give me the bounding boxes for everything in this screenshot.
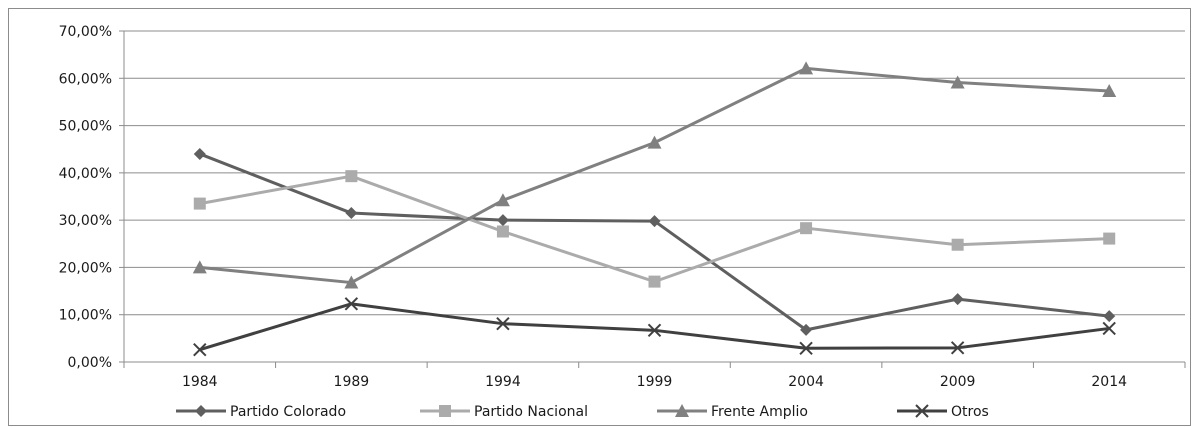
x-marker-stroke bbox=[950, 341, 965, 355]
series-line-otros bbox=[199, 302, 1110, 352]
data-point-otros bbox=[799, 341, 813, 355]
axes bbox=[119, 30, 1186, 368]
x-marker-stroke bbox=[193, 342, 207, 357]
data-point-frente-amplio bbox=[1102, 84, 1117, 98]
data-point-partido-nacional bbox=[496, 225, 509, 238]
data-point-partido-nacional bbox=[648, 275, 661, 288]
legend: Partido Colorado Partido Nacional Frente A… bbox=[176, 404, 989, 420]
legend-label: Partido Nacional bbox=[474, 404, 588, 420]
legend-label: Partido Colorado bbox=[230, 404, 346, 420]
legend-marker bbox=[675, 404, 689, 417]
data-point-partido-colorado bbox=[345, 207, 358, 220]
data-point-otros bbox=[496, 316, 510, 331]
y-axis-tick-labels: 0,00% 10,00% 20,00% 30,00% 40,00% 50,00% 60,00… bbox=[59, 24, 112, 371]
y-tick-label: 60,00% bbox=[59, 71, 112, 87]
data-point-frente-amplio bbox=[799, 61, 814, 75]
data-point-partido-nacional bbox=[800, 222, 813, 235]
y-tick-label: 40,00% bbox=[59, 166, 112, 182]
x-tick-label: 1994 bbox=[485, 374, 521, 390]
y-tick-label: 20,00% bbox=[59, 260, 112, 276]
series bbox=[192, 61, 1117, 357]
data-point-frente-amplio bbox=[344, 275, 359, 289]
data-point-frente-amplio bbox=[950, 75, 965, 89]
data-point-otros bbox=[193, 342, 207, 357]
x-marker-stroke bbox=[915, 404, 929, 418]
series-otros bbox=[193, 297, 1116, 357]
data-point-frente-amplio bbox=[647, 135, 662, 149]
y-tick-label: 70,00% bbox=[59, 24, 112, 40]
series-partido-nacional bbox=[193, 170, 1116, 288]
data-point-otros bbox=[647, 323, 662, 338]
x-tick-label: 1989 bbox=[334, 374, 370, 390]
x-marker-stroke bbox=[344, 297, 359, 311]
series-partido-colorado bbox=[193, 147, 1116, 336]
legend-marker bbox=[195, 405, 207, 417]
y-tick-label: 10,00% bbox=[59, 308, 112, 324]
data-point-partido-colorado bbox=[800, 323, 813, 336]
x-tick-label: 2009 bbox=[940, 374, 976, 390]
series-frente-amplio bbox=[192, 61, 1117, 289]
data-point-otros bbox=[1102, 321, 1116, 336]
data-point-frente-amplio bbox=[192, 260, 207, 274]
x-tick-label: 2004 bbox=[788, 374, 824, 390]
y-tick-label: 50,00% bbox=[59, 119, 112, 135]
data-point-partido-nacional bbox=[193, 197, 206, 210]
y-tick-label: 0,00% bbox=[68, 355, 112, 371]
x-marker-stroke bbox=[647, 323, 662, 338]
x-tick-label: 1999 bbox=[637, 374, 673, 390]
gridlines bbox=[124, 30, 1185, 316]
x-tick-label: 2014 bbox=[1091, 374, 1127, 390]
data-point-partido-nacional bbox=[1103, 232, 1116, 245]
data-point-frente-amplio bbox=[495, 193, 510, 207]
x-axis-tick-labels: 1984 1989 1994 1999 2004 2009 2014 bbox=[182, 374, 1127, 390]
y-tick-label: 30,00% bbox=[59, 213, 112, 229]
data-point-partido-colorado bbox=[951, 293, 964, 306]
data-point-partido-colorado bbox=[648, 215, 661, 228]
x-marker-stroke bbox=[1102, 321, 1116, 336]
legend-label: Otros bbox=[951, 404, 989, 420]
data-point-partido-nacional bbox=[345, 170, 358, 183]
x-marker-stroke bbox=[799, 341, 813, 355]
x-marker-stroke bbox=[496, 316, 510, 331]
data-point-partido-colorado bbox=[496, 214, 509, 227]
chart-frame bbox=[8, 8, 1191, 426]
legend-label: Frente Amplio bbox=[711, 404, 808, 420]
data-point-otros bbox=[950, 341, 965, 355]
x-tick-label: 1984 bbox=[182, 374, 218, 390]
series-line-partido-nacional bbox=[199, 174, 1110, 284]
data-point-partido-colorado bbox=[193, 147, 206, 160]
legend-item-partido-colorado: Partido Colorado bbox=[176, 404, 346, 420]
data-point-partido-colorado bbox=[1103, 310, 1116, 323]
data-point-partido-nacional bbox=[951, 238, 964, 251]
legend-marker bbox=[439, 405, 451, 417]
legend-marker bbox=[915, 404, 929, 418]
series-line-frente-amplio bbox=[199, 66, 1110, 285]
legend-item-otros: Otros bbox=[897, 404, 989, 420]
data-point-otros bbox=[344, 297, 359, 311]
legend-item-partido-nacional: Partido Nacional bbox=[420, 404, 588, 420]
legend-item-frente-amplio: Frente Amplio bbox=[657, 404, 808, 420]
